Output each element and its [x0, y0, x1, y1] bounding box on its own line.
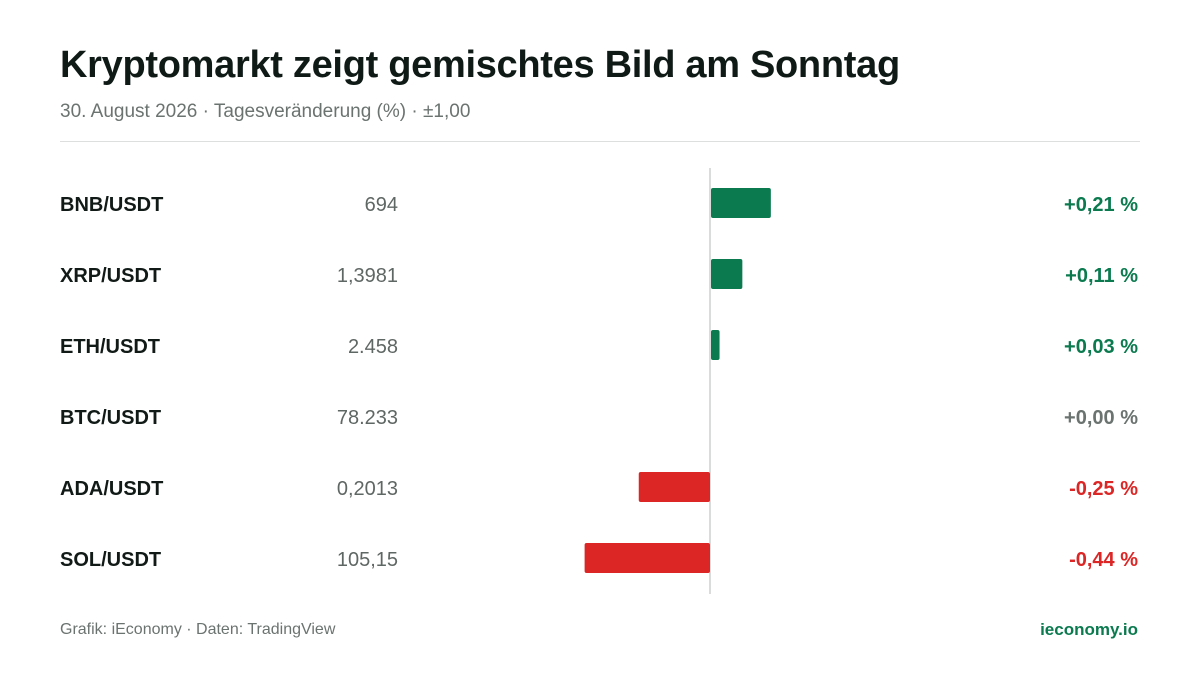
price-label-sol-usdt: 105,15 [337, 549, 398, 571]
brand-link[interactable]: ieconomy.io [1040, 620, 1138, 639]
pair-label-xrp-usdt: XRP/USDT [60, 265, 161, 287]
bar-xrp-usdt [711, 259, 743, 289]
change-label-ada-usdt: -0,25 % [1069, 478, 1138, 500]
price-label-btc-usdt: 78.233 [337, 407, 398, 429]
change-label-sol-usdt: -0,44 % [1069, 549, 1138, 571]
pair-label-eth-usdt: ETH/USDT [60, 336, 160, 358]
price-label-ada-usdt: 0,2013 [337, 478, 398, 500]
source-credit: Grafik: iEconomy · Daten: TradingView [60, 621, 336, 638]
change-label-btc-usdt: +0,00 % [1064, 407, 1138, 429]
header-divider [60, 141, 1140, 142]
price-label-eth-usdt: 2.458 [348, 336, 398, 358]
bar-ada-usdt [638, 472, 710, 502]
pair-label-ada-usdt: ADA/USDT [60, 478, 163, 500]
price-label-xrp-usdt: 1,3981 [337, 265, 398, 287]
bar-bnb-usdt [711, 188, 771, 218]
pair-label-btc-usdt: BTC/USDT [60, 407, 161, 429]
chart-subtitle: 30. August 2026 · Tagesveränderung (%) ·… [60, 101, 471, 122]
pair-label-sol-usdt: SOL/USDT [60, 549, 161, 571]
bar-eth-usdt [711, 330, 720, 360]
bar-sol-usdt [584, 543, 710, 573]
pair-label-bnb-usdt: BNB/USDT [60, 194, 163, 216]
price-label-bnb-usdt: 694 [365, 194, 398, 216]
change-label-xrp-usdt: +0,11 % [1065, 265, 1138, 287]
change-label-bnb-usdt: +0,21 % [1064, 194, 1138, 216]
change-label-eth-usdt: +0,03 % [1064, 336, 1138, 358]
chart-title: Kryptomarkt zeigt gemischtes Bild am Son… [60, 44, 900, 86]
